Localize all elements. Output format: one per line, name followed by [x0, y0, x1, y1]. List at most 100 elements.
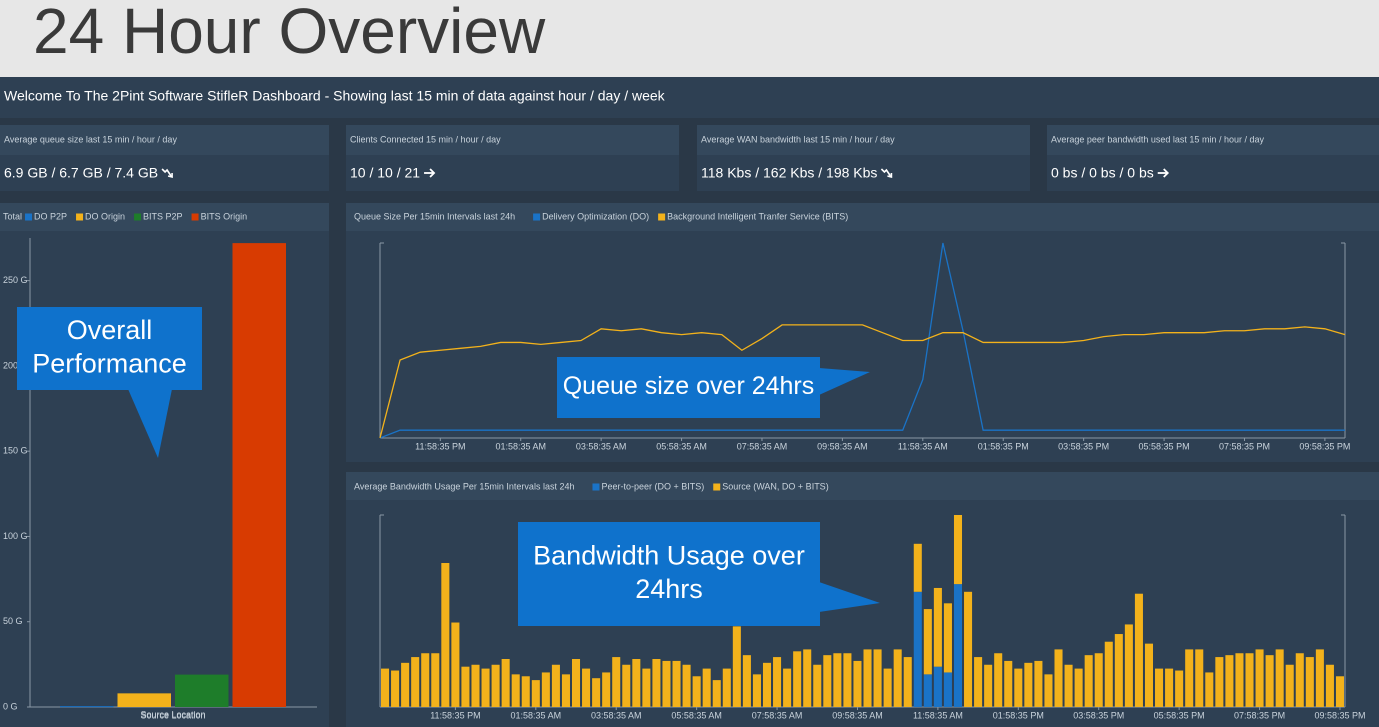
x-axis-label: Source Location [140, 709, 205, 719]
panel-header [0, 203, 329, 231]
y-tick-label: 200 G [3, 360, 28, 370]
tile-label: Clients Connected 15 min / hour / day [350, 134, 501, 144]
x-tick-label: 01:58:35 PM [978, 441, 1029, 451]
bar-segment [793, 651, 802, 707]
bar-segment [953, 584, 963, 707]
x-tick-label: 11:58:35 PM [415, 441, 465, 451]
bar-segment [391, 670, 400, 707]
bar-segment [461, 666, 470, 707]
bar-segment [702, 668, 711, 707]
bar-segment [381, 668, 390, 707]
bar-segment [471, 664, 480, 707]
bar-segment [964, 591, 973, 707]
bar-segment [1215, 657, 1224, 707]
x-tick-label: 09:58:35 AM [832, 710, 883, 720]
callout-pointer [128, 389, 172, 458]
legend-label: Background Intelligent Tranfer Service (… [667, 211, 848, 221]
bar-segment [431, 653, 440, 707]
bar-segment [984, 664, 993, 707]
bar-segment [1225, 655, 1234, 707]
bar [232, 243, 286, 707]
welcome-text: Welcome To The 2Pint Software StifleR Da… [4, 88, 666, 104]
x-tick-label: 03:58:35 AM [591, 710, 642, 720]
bar-segment [933, 666, 942, 707]
bar-segment [773, 657, 782, 707]
trend-arrow-head [1163, 168, 1170, 178]
bar-segment [732, 626, 741, 707]
bar-segment [1044, 674, 1053, 707]
x-tick-label: 07:58:35 AM [737, 441, 788, 451]
bar-segment [813, 664, 822, 707]
x-tick-label: 05:58:35 AM [656, 441, 707, 451]
tile-value: 6.9 GB / 6.7 GB / 7.4 GB [4, 165, 158, 181]
bar-segment [1265, 655, 1274, 707]
bar-segment [521, 676, 530, 707]
bar-segment [451, 622, 460, 707]
x-tick-label: 01:58:35 AM [511, 710, 562, 720]
bar-segment [1245, 653, 1254, 707]
bar-segment [853, 660, 862, 707]
legend-swatch [25, 213, 33, 221]
tile-label: Average peer bandwidth used last 15 min … [1051, 134, 1264, 144]
bar-segment [943, 603, 952, 673]
legend-swatch [592, 483, 600, 491]
legend-title: Total [3, 211, 22, 221]
x-tick-label: 11:58:35 PM [430, 710, 480, 720]
bar-segment [1165, 668, 1174, 707]
bar-segment [1104, 641, 1113, 707]
bar-segment [1144, 643, 1154, 707]
legend-swatch [533, 213, 541, 221]
bar-segment [742, 655, 751, 707]
tile-value: 0 bs / 0 bs / 0 bs [1051, 165, 1154, 181]
callout-box [17, 307, 202, 390]
bar-segment [803, 649, 812, 707]
bar-segment [551, 664, 560, 707]
line-series [379, 242, 1345, 439]
bar-segment [1175, 670, 1184, 707]
bar-segment [974, 657, 983, 707]
bar-segment [833, 653, 842, 707]
x-tick-label: 07:58:35 PM [1219, 441, 1270, 451]
bar-segment [511, 674, 520, 707]
line-series [379, 324, 1346, 439]
bar-segment [571, 659, 581, 707]
bar-segment [1315, 649, 1324, 707]
x-tick-label: 11:58:35 AM [898, 441, 948, 451]
bar-segment [1014, 668, 1023, 707]
bar-segment [612, 657, 621, 707]
legend-swatch [76, 213, 84, 221]
x-tick-label: 07:58:35 AM [752, 710, 803, 720]
bar-segment [1325, 664, 1334, 707]
bar-segment [843, 653, 852, 707]
bar-segment [632, 659, 641, 707]
bar-segment [1255, 649, 1264, 707]
bar-segment [1185, 649, 1194, 707]
legend-label: DO P2P [34, 211, 67, 221]
callout-pointer [819, 582, 880, 612]
bar-segment [953, 515, 963, 585]
bar-segment [662, 660, 671, 707]
bar-segment [1285, 664, 1294, 707]
panel [346, 203, 1379, 462]
bar-segment [923, 674, 932, 707]
x-tick-label: 07:58:35 PM [1234, 710, 1285, 720]
callout-text: 24hrs [635, 574, 703, 604]
callout-box [518, 522, 820, 626]
x-tick-label: 03:58:35 AM [576, 441, 627, 451]
bar-segment [531, 680, 540, 707]
bar-segment [752, 674, 761, 707]
bar-segment [501, 659, 510, 707]
legend-swatch [658, 213, 666, 221]
bar-segment [491, 664, 500, 707]
x-tick-label: 01:58:35 PM [993, 710, 1044, 720]
bar-segment [722, 668, 731, 707]
bar-segment [1275, 649, 1284, 707]
legend-label: Delivery Optimization (DO) [542, 211, 649, 221]
bar-segment [481, 668, 490, 707]
callout-pointer [819, 368, 870, 395]
welcome-bar [0, 77, 1379, 118]
bar-segment [823, 655, 832, 707]
bar-segment [943, 672, 952, 707]
bar-segment [1064, 664, 1073, 707]
bar-segment [913, 591, 922, 707]
